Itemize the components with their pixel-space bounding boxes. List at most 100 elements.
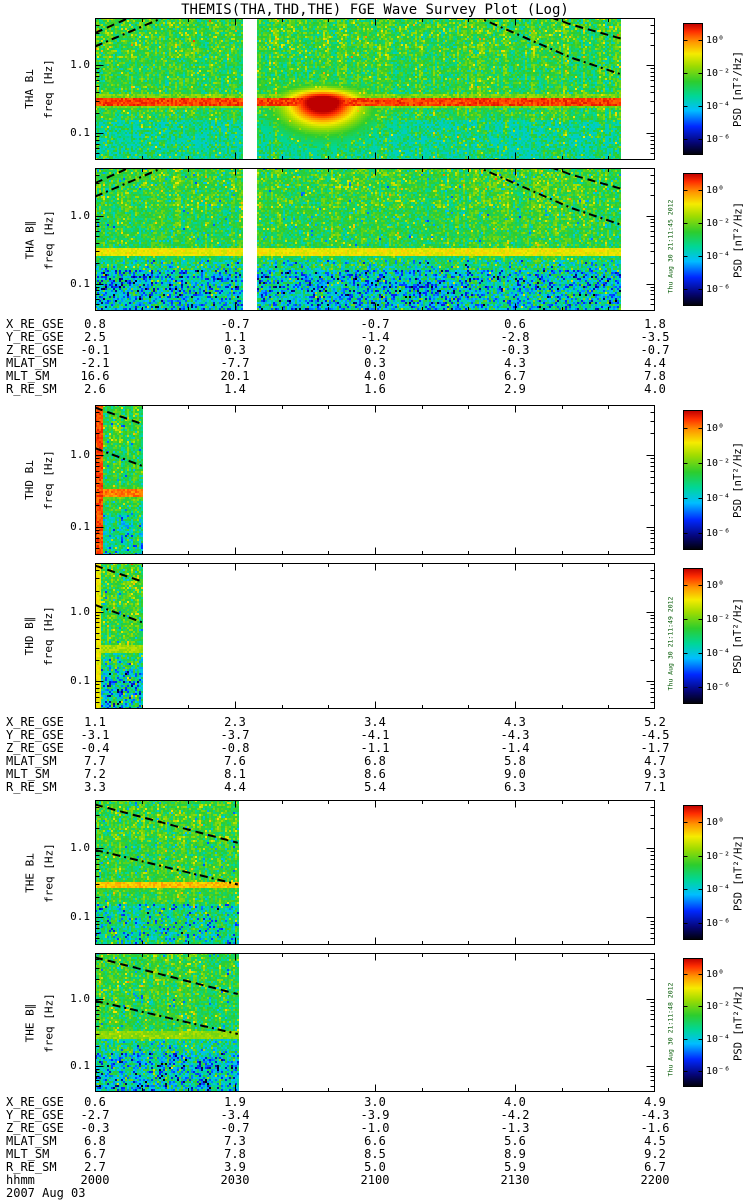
ephemeris-value: 1.1 (84, 715, 106, 729)
colorbar-canvas (683, 805, 703, 940)
time-tick-label: 2200 (640, 1173, 670, 1187)
freq-tick-label: 0.1 (70, 126, 90, 140)
ephemeris-value: 0.6 (504, 317, 526, 331)
ephemeris-value: 4.3 (504, 356, 526, 370)
ephemeris-value: -3.5 (640, 330, 670, 344)
freq-tick-label: 1.0 (70, 448, 90, 461)
ephemeris-value: 3.3 (84, 780, 106, 794)
ephemeris-value: -3.9 (360, 1108, 390, 1122)
ephemeris-value: 7.1 (644, 780, 666, 794)
ephemeris-value: -0.7 (220, 317, 250, 331)
ephemeris-row-label: Y_RE_GSE (6, 728, 64, 742)
ephemeris-value: -0.7 (220, 1121, 250, 1135)
freq-tick-label: 0.1 (70, 519, 90, 533)
ephemeris-row-label: R_RE_SM (6, 1160, 57, 1174)
ephemeris-value: -1.4 (500, 741, 530, 755)
ephemeris-value: -1.7 (640, 741, 670, 755)
ephemeris-row-label: Y_RE_GSE (6, 1108, 64, 1122)
ephemeris-value: 0.2 (364, 343, 386, 357)
time-tick-label: 2100 (360, 1173, 390, 1187)
ephemeris-value: 6.7 (504, 369, 526, 383)
ephemeris-value: -0.7 (640, 343, 670, 357)
panel-ylabel: THD B⊥ (23, 460, 36, 500)
ephemeris-value: -1.0 (360, 1121, 390, 1135)
ephemeris-value: -2.7 (80, 1108, 110, 1122)
panel-ylabel: THE B⊥ (23, 852, 36, 893)
ephemeris-value: 6.7 (644, 1160, 666, 1174)
ephemeris-value: 0.3 (364, 356, 386, 370)
ephemeris-value: -7.7 (220, 356, 250, 370)
colorbar-tick-label: 10⁻² (706, 850, 731, 862)
ephemeris-row-label: MLT_SM (6, 369, 50, 383)
colorbar-tick-label: 10⁻⁴ (706, 1033, 731, 1045)
panel-ylabel: THA B∥ (23, 220, 36, 259)
colorbar-tick-label: 10⁻⁶ (706, 133, 731, 145)
ephemeris-value: 7.3 (224, 1134, 246, 1148)
ephemeris-value: 7.7 (84, 754, 106, 768)
ephemeris-row-label: MLAT_SM (6, 356, 57, 370)
ephemeris-value: -4.1 (360, 728, 390, 742)
ephemeris-value: -0.7 (360, 317, 390, 331)
ephemeris-row-label: Z_RE_GSE (6, 1121, 64, 1135)
colorbar-axis-label: PSD [nT²/Hz] (732, 442, 744, 518)
colorbar-axis-label: PSD [nT²/Hz] (732, 51, 744, 127)
colorbar-tick-label: 10⁻² (706, 217, 731, 229)
ephemeris-value: 0.8 (84, 317, 106, 331)
ephemeris-row-label: MLAT_SM (6, 1134, 57, 1148)
ephemeris-value: -0.3 (500, 343, 530, 357)
colorbar-tick-label: 10⁰ (706, 34, 725, 46)
spectrogram-tha-bperp (95, 18, 655, 160)
freq-tick-label: 0.1 (70, 1058, 90, 1072)
colorbar-tick-label: 10⁰ (706, 580, 725, 591)
ephemeris-value: 1.4 (224, 382, 246, 396)
ephemeris-value: -4.2 (500, 1108, 530, 1122)
ephemeris-value: 2.9 (504, 382, 526, 396)
colorbar-tick-label: 10⁻² (706, 1001, 731, 1013)
ephemeris-value: 2.6 (84, 382, 106, 396)
ephemeris-value: -0.1 (80, 343, 110, 357)
freq-tick-label: 0.1 (70, 910, 90, 924)
spectrogram-the-bperp (95, 800, 655, 945)
ephemeris-value: -4.5 (640, 728, 670, 742)
ephemeris-value: 4.3 (504, 715, 526, 729)
spectrogram-thd-bpar (95, 563, 655, 709)
colorbar-tick-label: 10⁻² (706, 457, 731, 469)
ephemeris-value: 2.5 (84, 330, 106, 344)
ephemeris-value: -3.4 (220, 1108, 250, 1122)
ephemeris-row-label: Z_RE_GSE (6, 343, 64, 357)
freq-tick-label: 1.0 (70, 208, 90, 222)
time-tick-label: 2000 (80, 1173, 110, 1187)
ephemeris-value: -2.1 (80, 356, 110, 370)
ephemeris-value: 6.7 (84, 1147, 106, 1161)
ephemeris-value: -3.7 (220, 728, 250, 742)
ephemeris-value: 8.6 (364, 767, 386, 781)
ephemeris-value: 7.8 (224, 1147, 246, 1161)
colorbar-tick-label: 10⁻² (706, 614, 731, 625)
colorbar-tick-label: 10⁻⁶ (706, 1065, 731, 1077)
ephemeris-value: 2.7 (84, 1160, 106, 1174)
ephemeris-row-label: MLT_SM (6, 1147, 50, 1161)
colorbar-axis-label: PSD [nT²/Hz] (732, 201, 744, 278)
freq-tick-label: 0.1 (70, 276, 90, 290)
ephemeris-value: 4.0 (364, 369, 386, 383)
freq-axis-label: freq [Hz] (42, 842, 55, 903)
ephemeris-value: 8.5 (364, 1147, 386, 1161)
ephemeris-value: 8.1 (224, 767, 246, 781)
ephemeris-value: 7.6 (224, 754, 246, 768)
ephemeris-value: 4.0 (504, 1095, 526, 1109)
ephemeris-value: 5.2 (644, 715, 666, 729)
colorbar-axis-label: PSD [nT²/Hz] (732, 598, 744, 674)
ephemeris-value: 4.7 (644, 754, 666, 768)
render-timestamp: Thu Aug 30 21:11:48 2012 (666, 982, 675, 1077)
ephemeris-value: -2.8 (500, 330, 530, 344)
ephemeris-value: 9.3 (644, 767, 666, 781)
colorbar-canvas (683, 958, 703, 1087)
spectrogram-the-bpar (95, 953, 655, 1092)
ephemeris-value: 4.4 (644, 356, 666, 370)
ephemeris-row-label: MLAT_SM (6, 754, 57, 768)
freq-tick-label: 0.1 (70, 674, 90, 688)
ephemeris-value: 9.2 (644, 1147, 666, 1161)
colorbar-tick-label: 10⁻⁴ (706, 492, 731, 504)
ephemeris-value: 6.3 (504, 780, 526, 794)
